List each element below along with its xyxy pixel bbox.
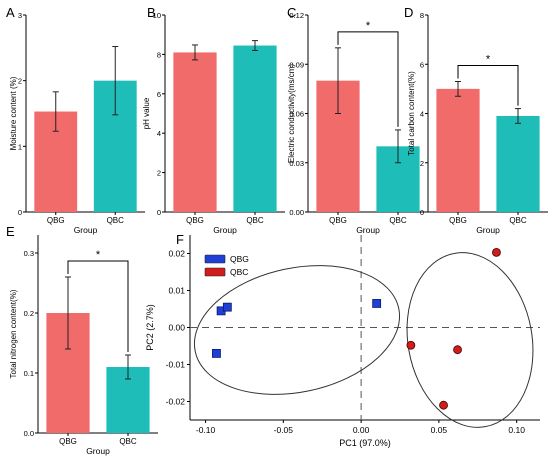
legend-swatch-qbg	[204, 254, 226, 264]
x-tick-label: QBG	[47, 216, 65, 225]
point-qbg	[372, 299, 382, 308]
bar-qbc	[496, 115, 540, 212]
point-qbc	[453, 345, 462, 355]
x-tick-label: QBC	[389, 216, 407, 225]
panel-b: B 0 2 4 6 8 10 pH value QBG QBC Group	[142, 5, 285, 235]
y-tick-label: 8	[420, 11, 424, 20]
significance-marker: *	[486, 53, 491, 65]
y-tick-label: 0.00	[168, 323, 185, 333]
point-qbg	[222, 302, 232, 312]
y-tick-label: 0.12	[289, 11, 304, 20]
y-tick-label: 0.03	[289, 159, 304, 168]
y-axis-title: PC2 (2.7%)	[145, 304, 155, 351]
ellipse-qbc	[406, 252, 534, 428]
x-tick-label: QBG	[59, 437, 77, 446]
legend-swatch-qbc	[204, 267, 226, 277]
y-tick-label: 0	[157, 208, 161, 217]
y-tick-label: 10	[153, 11, 161, 20]
y-tick-label: 1	[18, 142, 22, 151]
panel-label: A	[6, 5, 15, 20]
x-tick-label: QBG	[449, 216, 467, 225]
y-tick-label: 4	[157, 129, 161, 138]
point-qbc	[406, 340, 416, 350]
y-axis-title: pH value	[142, 97, 151, 129]
y-tick-label: 8	[157, 50, 161, 59]
panel-e: E 0.0 0.1 0.2 0.3 Total nitrogen content(%) QB…	[6, 224, 158, 456]
y-tick-label: 0	[420, 208, 424, 217]
bar-qbc	[233, 45, 277, 212]
y-axis-title: Electric conductivity(ms/cm)	[287, 64, 296, 163]
y-tick-label: 0.00	[289, 208, 304, 217]
panel-label: C	[287, 5, 296, 20]
y-tick-label: 6	[420, 60, 424, 69]
y-axis-title: Total carbon content(%)	[407, 71, 416, 156]
ellipse-qbg	[193, 265, 401, 395]
x-tick-label: QBC	[107, 216, 125, 225]
x-axis-title: Group	[356, 225, 380, 235]
point-qbc	[439, 400, 448, 410]
x-tick-label: QBC	[119, 437, 137, 446]
x-tick-label: 0.10	[508, 425, 525, 435]
y-tick-label: 0.2	[24, 309, 34, 318]
significance-bracket	[337, 31, 399, 127]
y-tick-label: 2	[18, 77, 22, 86]
y-tick-label: 0.01	[168, 286, 185, 296]
y-tick-label: 0.09	[289, 60, 304, 69]
legend-label-qbg: QBG	[230, 254, 249, 264]
y-axis-title: Total nitrogen content(%)	[9, 289, 18, 378]
x-tick-label: -0.05	[274, 425, 294, 435]
x-axis-title: Group	[86, 446, 110, 456]
x-tick-label: 0.05	[431, 425, 448, 435]
y-tick-label: 3	[18, 11, 22, 20]
panel-label: F	[176, 232, 184, 247]
panel-f: F -0.10 -0.05 0.00 0.05 0.10 -0.02 -0.01 0.00 0.0…	[145, 232, 540, 448]
x-tick-label: QBG	[329, 216, 347, 225]
significance-marker: *	[96, 249, 101, 261]
significance-marker: *	[366, 20, 371, 32]
y-tick-label: 0.0	[24, 429, 34, 438]
x-tick-label: QBC	[246, 216, 264, 225]
x-tick-label: -0.10	[196, 425, 216, 435]
y-tick-label: 0.1	[24, 369, 34, 378]
y-tick-label: 4	[420, 110, 424, 119]
y-tick-label: -0.01	[166, 360, 186, 370]
significance-bracket	[457, 64, 519, 106]
y-tick-label: 0.02	[168, 249, 185, 259]
panel-label: B	[147, 5, 156, 20]
y-tick-label: 0.3	[24, 249, 34, 258]
significance-bracket	[67, 260, 129, 352]
y-tick-label: 0	[18, 208, 22, 217]
panel-d: D 0 2 4 6 8 Total carbon content(%) QBG QBC Group…	[404, 5, 548, 235]
x-tick-label: QBG	[186, 216, 204, 225]
point-qbg	[212, 348, 221, 358]
bar-qbg	[173, 52, 217, 213]
y-tick-label: 2	[420, 159, 424, 168]
x-tick-label: QBC	[509, 216, 527, 225]
y-tick-label: 6	[157, 90, 161, 99]
legend: QBG QBC	[204, 254, 249, 277]
y-axis-title: Moisture content (%)	[9, 76, 18, 150]
x-axis-title: Group	[476, 225, 500, 235]
x-axis-title: Group	[213, 225, 237, 235]
panel-label: E	[6, 224, 15, 239]
y-tick-label: 0.06	[289, 110, 304, 119]
legend-label-qbc: QBC	[230, 267, 248, 277]
x-tick-label: 0.00	[353, 425, 370, 435]
y-tick-label: -0.02	[166, 397, 186, 407]
bar-qbg	[436, 88, 480, 212]
panel-a: A 0 1 2 3 Moisture content (%) QBG QBC Group	[6, 5, 145, 235]
panel-c: C 0.00 0.03 0.06 0.09 0.12 Electric conductivi…	[287, 5, 428, 235]
point-qbc	[492, 247, 501, 257]
x-axis-title: PC1 (97.0%)	[339, 438, 391, 448]
y-tick-label: 2	[157, 169, 161, 178]
panel-label: D	[404, 5, 413, 20]
x-axis-title: Group	[74, 225, 98, 235]
